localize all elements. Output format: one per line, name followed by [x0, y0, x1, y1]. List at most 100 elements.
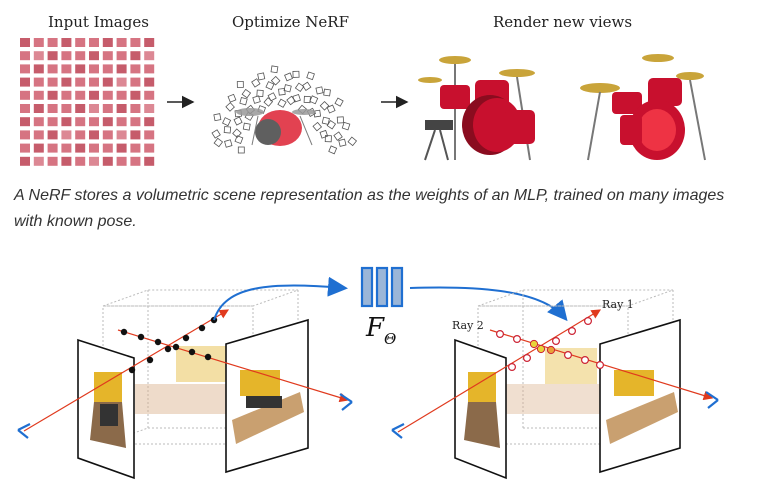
input-image-thumbnail: [116, 77, 127, 87]
input-image-thumbnail: [89, 117, 99, 127]
camera-pose-icon: [309, 95, 319, 105]
ray-2-label: Ray 2: [452, 319, 484, 332]
input-image-thumbnail: [47, 104, 58, 113]
input-image-thumbnail: [61, 38, 72, 47]
mlp-network: [360, 266, 404, 308]
camera-pose-icon: [315, 86, 324, 95]
input-image-thumbnail: [116, 64, 127, 74]
camera-pose-icon: [294, 82, 305, 93]
input-image-thumbnail: [33, 143, 44, 153]
camera-pose-icon: [336, 116, 344, 124]
camera-pose-icon: [225, 102, 235, 112]
camera-pose-icon: [237, 146, 245, 154]
input-image-thumbnail: [102, 64, 113, 74]
input-image-thumbnail: [102, 38, 113, 47]
input-image-thumbnail: [144, 90, 155, 100]
input-image-thumbnail: [33, 156, 44, 166]
input-image-thumbnail: [144, 130, 155, 140]
optimize-nerf-label: Optimize NeRF: [232, 13, 349, 31]
input-image-thumbnail: [144, 117, 155, 127]
input-image-thumbnail: [130, 38, 141, 47]
camera-pose-icon: [232, 128, 242, 138]
input-image-thumbnail: [116, 130, 127, 140]
input-image-thumbnail: [116, 143, 127, 153]
input-image-thumbnail: [130, 130, 141, 140]
input-image-thumbnail: [33, 104, 44, 113]
camera-pose-icon: [222, 117, 232, 127]
input-image-thumbnail: [89, 38, 99, 47]
camera-pose-icon: [223, 126, 232, 134]
input-image-thumbnail: [75, 156, 86, 166]
ray-1-label: Ray 1: [602, 298, 634, 311]
input-image-thumbnail: [144, 104, 155, 113]
camera-pose-icon: [338, 138, 347, 147]
camera-pose-icon: [252, 95, 261, 104]
input-image-thumbnail: [130, 104, 141, 113]
camera-pose-icon: [326, 120, 337, 130]
camera-pose-icon: [278, 87, 286, 96]
camera-poses-dome: [211, 65, 358, 155]
input-image-thumbnail: [61, 156, 72, 166]
camera-pose-icon: [313, 109, 322, 118]
input-image-thumbnail: [20, 104, 30, 113]
input-image-thumbnail: [116, 104, 127, 113]
input-image-thumbnail: [61, 77, 72, 87]
input-image-thumbnail: [102, 90, 113, 100]
input-image-thumbnail: [89, 51, 99, 61]
input-image-thumbnail: [33, 117, 44, 127]
camera-pose-icon: [256, 89, 264, 97]
input-images-grid: [20, 38, 155, 166]
input-image-thumbnail: [61, 130, 72, 140]
input-image-thumbnail: [61, 90, 72, 100]
camera-pose-icon: [306, 71, 315, 81]
render-views-label: Render new views: [493, 13, 633, 31]
input-image-thumbnail: [75, 38, 86, 47]
camera-pose-icon: [211, 129, 221, 139]
input-image-thumbnail: [33, 38, 44, 47]
input-image-thumbnail: [20, 130, 30, 140]
input-image-thumbnail: [75, 90, 86, 100]
camera-pose-icon: [323, 88, 331, 97]
input-image-thumbnail: [33, 130, 44, 140]
input-image-thumbnail: [116, 38, 127, 47]
input-image-thumbnail: [61, 64, 72, 74]
camera-pose-icon: [328, 145, 338, 155]
rendered-view-1: [418, 56, 535, 161]
training-scene: [17, 276, 353, 480]
mlp-symbol: F: [365, 313, 385, 343]
input-image-thumbnail: [47, 156, 58, 166]
camera-pose-icon: [321, 116, 330, 125]
camera-pose-icon: [303, 95, 311, 104]
input-image-thumbnail: [89, 130, 99, 140]
camera-pose-icon: [312, 121, 323, 132]
input-image-thumbnail: [20, 51, 30, 61]
input-image-thumbnail: [89, 156, 99, 166]
input-image-thumbnail: [47, 130, 58, 140]
input-image-thumbnail: [47, 38, 58, 47]
camera-pose-icon: [283, 84, 292, 93]
input-image-thumbnail: [116, 156, 127, 166]
input-image-thumbnail: [75, 117, 86, 127]
input-image-thumbnail: [75, 77, 86, 87]
camera-pose-icon: [234, 135, 244, 144]
input-image-thumbnail: [61, 117, 72, 127]
input-image-thumbnail: [102, 117, 113, 127]
camera-pose-icon: [333, 131, 343, 141]
input-image-thumbnail: [75, 143, 86, 153]
figure-caption: A NeRF stores a volumetric scene represe…: [14, 187, 725, 230]
camera-pose-icon: [292, 70, 300, 78]
input-image-thumbnail: [75, 64, 86, 74]
input-image-thumbnail: [20, 156, 30, 166]
camera-pose-icon: [292, 93, 301, 103]
camera-pose-icon: [284, 72, 293, 82]
input-image-thumbnail: [47, 143, 58, 153]
camera-pose-icon: [270, 65, 279, 74]
input-image-thumbnail: [102, 104, 113, 113]
camera-pose-icon: [257, 72, 266, 81]
input-image-thumbnail: [144, 38, 155, 47]
input-image-thumbnail: [130, 51, 141, 61]
input-image-thumbnail: [61, 104, 72, 113]
input-image-thumbnail: [47, 90, 58, 100]
camera-pose-icon: [277, 98, 287, 108]
